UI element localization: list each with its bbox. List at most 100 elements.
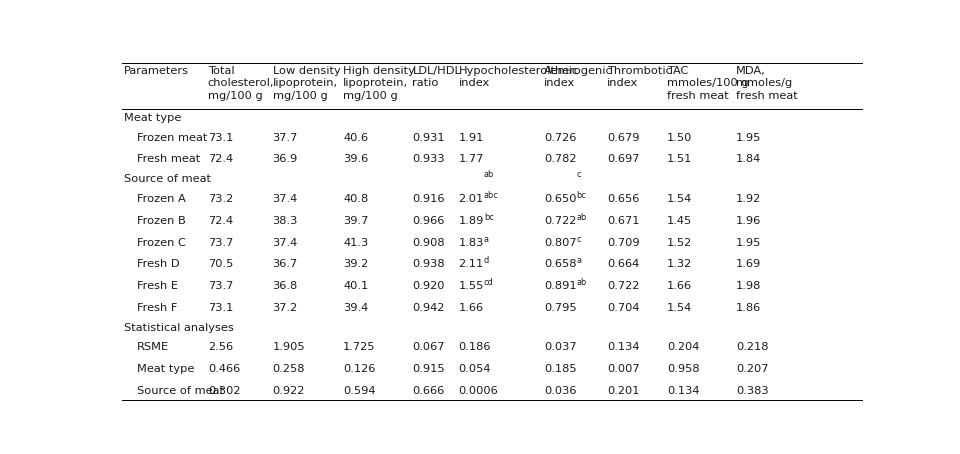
Text: 0.915: 0.915 [413, 364, 445, 374]
Text: 0.722: 0.722 [608, 281, 639, 291]
Text: 37.4: 37.4 [273, 194, 298, 204]
Text: 38.3: 38.3 [273, 216, 298, 226]
Text: 0.795: 0.795 [544, 302, 577, 312]
Text: 1.77: 1.77 [459, 154, 484, 164]
Text: Fresh E: Fresh E [137, 281, 179, 291]
Text: bc: bc [576, 191, 587, 200]
Text: Meat type: Meat type [137, 364, 195, 374]
Text: c: c [577, 169, 581, 178]
Text: 0.666: 0.666 [413, 386, 444, 396]
Text: 1.98: 1.98 [736, 281, 761, 291]
Text: ab: ab [577, 278, 587, 287]
Text: Meat type: Meat type [124, 113, 181, 123]
Text: 1.89: 1.89 [459, 216, 484, 226]
Text: 0.207: 0.207 [736, 364, 769, 374]
Text: 1.66: 1.66 [667, 281, 692, 291]
Text: 0.186: 0.186 [459, 342, 491, 352]
Text: 73.1: 73.1 [207, 133, 233, 143]
Text: ab: ab [577, 213, 587, 222]
Text: Fresh meat: Fresh meat [137, 154, 201, 164]
Text: 36.9: 36.9 [273, 154, 298, 164]
Text: Thrombotic
index: Thrombotic index [608, 66, 672, 89]
Text: 0.007: 0.007 [608, 364, 640, 374]
Text: 2.56: 2.56 [207, 342, 233, 352]
Text: 40.1: 40.1 [344, 281, 369, 291]
Text: ab: ab [484, 169, 494, 178]
Text: a: a [484, 235, 489, 244]
Text: 0.383: 0.383 [736, 386, 769, 396]
Text: 37.7: 37.7 [273, 133, 298, 143]
Text: 36.7: 36.7 [273, 259, 298, 269]
Text: 0.258: 0.258 [273, 364, 305, 374]
Text: 1.50: 1.50 [667, 133, 692, 143]
Text: cd: cd [484, 278, 493, 287]
Text: 73.7: 73.7 [207, 281, 233, 291]
Text: 0.942: 0.942 [413, 302, 444, 312]
Text: a: a [577, 256, 582, 265]
Text: 1.96: 1.96 [736, 216, 761, 226]
Text: 1.905: 1.905 [273, 342, 305, 352]
Text: 0.134: 0.134 [667, 386, 699, 396]
Text: 1.95: 1.95 [736, 133, 761, 143]
Text: 0.726: 0.726 [544, 133, 576, 143]
Text: 0.704: 0.704 [608, 302, 639, 312]
Text: RSME: RSME [137, 342, 169, 352]
Text: 1.84: 1.84 [736, 154, 761, 164]
Text: 37.2: 37.2 [273, 302, 298, 312]
Text: 0.966: 0.966 [413, 216, 444, 226]
Text: 0.650: 0.650 [544, 194, 577, 204]
Text: 37.4: 37.4 [273, 237, 298, 247]
Text: 0.722: 0.722 [544, 216, 576, 226]
Text: 72.4: 72.4 [207, 154, 233, 164]
Text: 0.466: 0.466 [207, 364, 240, 374]
Text: 1.54: 1.54 [667, 302, 692, 312]
Text: 0.218: 0.218 [736, 342, 769, 352]
Text: 0.916: 0.916 [413, 194, 444, 204]
Text: MDA,
mmoles/g
fresh meat: MDA, mmoles/g fresh meat [736, 66, 798, 101]
Text: Statistical analyses: Statistical analyses [124, 322, 233, 332]
Text: 0.938: 0.938 [413, 259, 445, 269]
Text: 2.01: 2.01 [459, 194, 484, 204]
Text: 1.54: 1.54 [667, 194, 692, 204]
Text: 1.51: 1.51 [667, 154, 692, 164]
Text: 70.5: 70.5 [207, 259, 233, 269]
Text: 0.807: 0.807 [544, 237, 577, 247]
Text: Fresh F: Fresh F [137, 302, 178, 312]
Text: 1.92: 1.92 [736, 194, 761, 204]
Text: 0.126: 0.126 [344, 364, 375, 374]
Text: Frozen B: Frozen B [137, 216, 186, 226]
Text: 0.891: 0.891 [544, 281, 577, 291]
Text: 1.725: 1.725 [344, 342, 375, 352]
Text: 1.91: 1.91 [459, 133, 484, 143]
Text: d: d [484, 256, 490, 265]
Text: 0.054: 0.054 [459, 364, 491, 374]
Text: Source of meat: Source of meat [124, 174, 211, 184]
Text: Low density
lipoprotein,
mg/100 g: Low density lipoprotein, mg/100 g [273, 66, 340, 101]
Text: 1.55: 1.55 [459, 281, 484, 291]
Text: Total
cholesterol,
mg/100 g: Total cholesterol, mg/100 g [207, 66, 275, 101]
Text: 1.45: 1.45 [667, 216, 692, 226]
Text: LDL/HDL
ratio: LDL/HDL ratio [413, 66, 461, 89]
Text: 40.6: 40.6 [344, 133, 369, 143]
Text: 0.201: 0.201 [608, 386, 639, 396]
Text: 0.782: 0.782 [544, 154, 577, 164]
Text: c: c [577, 235, 581, 244]
Text: 0.067: 0.067 [413, 342, 444, 352]
Text: 0.709: 0.709 [608, 237, 640, 247]
Text: 39.2: 39.2 [344, 259, 369, 269]
Text: 72.4: 72.4 [207, 216, 233, 226]
Text: 1.95: 1.95 [736, 237, 761, 247]
Text: Parameters: Parameters [124, 66, 189, 76]
Text: Source of meat: Source of meat [137, 386, 224, 396]
Text: 0.658: 0.658 [544, 259, 577, 269]
Text: Hypocholesterolemic
index: Hypocholesterolemic index [459, 66, 579, 89]
Text: 0.671: 0.671 [608, 216, 639, 226]
Text: 1.32: 1.32 [667, 259, 692, 269]
Text: 0.908: 0.908 [413, 237, 445, 247]
Text: 0.679: 0.679 [608, 133, 639, 143]
Text: 73.7: 73.7 [207, 237, 233, 247]
Text: High density
lipoprotein,
mg/100 g: High density lipoprotein, mg/100 g [344, 66, 415, 101]
Text: 0.931: 0.931 [413, 133, 445, 143]
Text: 1.66: 1.66 [459, 302, 484, 312]
Text: 1.86: 1.86 [736, 302, 761, 312]
